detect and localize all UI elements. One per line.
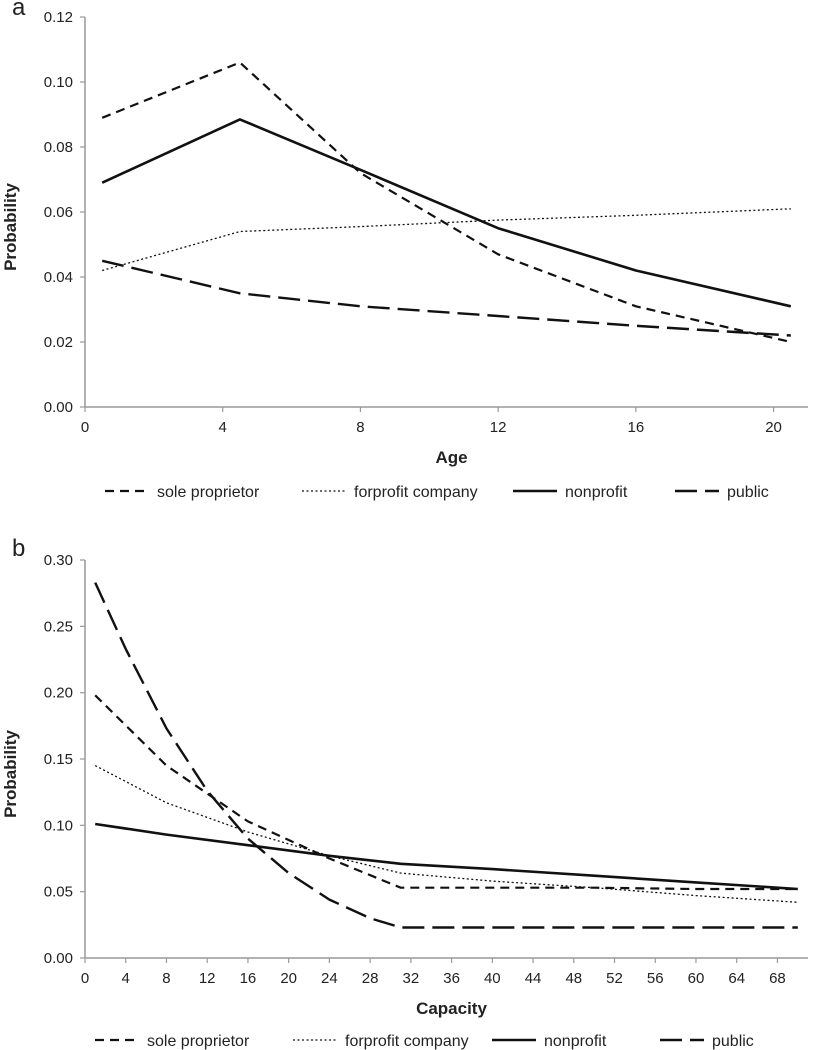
series-line-nonprofit — [101, 118, 792, 308]
y-tick-label: 0.02 — [44, 334, 73, 351]
x-tick-label: 48 — [565, 970, 582, 987]
x-tick-label: 36 — [443, 970, 460, 987]
legend-label: sole proprietor — [157, 484, 260, 501]
x-tick-label: 56 — [647, 970, 664, 987]
y-axis-title: Probability — [1, 730, 20, 818]
x-tick-label: 64 — [728, 970, 745, 987]
y-tick-label: 0.08 — [44, 139, 73, 156]
y-tick-label: 0.06 — [44, 204, 73, 221]
x-tick-label: 8 — [162, 970, 170, 987]
y-tick-label: 0.15 — [44, 751, 73, 768]
x-tick-label: 28 — [362, 970, 379, 987]
y-tick-label: 0.05 — [44, 884, 73, 901]
legend-label: public — [727, 484, 769, 501]
y-tick-label: 0.20 — [44, 685, 73, 702]
series-line-public — [94, 582, 798, 929]
x-tick-label: 68 — [769, 970, 786, 987]
x-tick-label: 0 — [81, 419, 89, 436]
x-tick-label: 20 — [765, 419, 782, 436]
x-tick-label: 4 — [122, 970, 130, 987]
y-axis-title: Probability — [1, 183, 20, 271]
x-tick-label: 32 — [403, 970, 420, 987]
series-line-sole-proprietor — [94, 694, 798, 891]
x-tick-label: 52 — [606, 970, 623, 987]
x-tick-label: 16 — [628, 419, 645, 436]
x-tick-label: 44 — [525, 970, 542, 987]
chart-panel-a: a 0.00 0.02 0.04 0.06 0.08 0.10 0.12 0 4 8 12 16 20 Ag… — [1, 0, 808, 501]
y-tick-label: 0.25 — [44, 618, 73, 635]
x-tick-label: 16 — [240, 970, 257, 987]
y-tick-label: 0.30 — [44, 552, 73, 569]
chart-panel-b: b0.000.050.100.150.200.250.300 4 8 12 16 20 24… — [1, 535, 808, 1050]
y-tick-label: 0.12 — [44, 9, 73, 26]
legend-label: forprofit company — [354, 484, 478, 501]
series-line-sole-proprietor — [101, 61, 792, 344]
panel-letter-b: b — [12, 535, 25, 562]
legend-label: nonprofit — [565, 484, 628, 501]
legend: sole proprietor forprofit company nonprofi… — [95, 1033, 754, 1050]
x-tick-label: 24 — [321, 970, 338, 987]
y-tick-label: 0.10 — [44, 74, 73, 91]
x-tick-label: 4 — [219, 419, 227, 436]
x-tick-label: 12 — [199, 970, 216, 987]
y-tick-label: 0.10 — [44, 817, 73, 834]
series-line-forprofit-company — [102, 208, 791, 272]
x-tick-label: 40 — [484, 970, 501, 987]
x-tick-label: 20 — [280, 970, 297, 987]
legend-label: public — [712, 1033, 754, 1050]
legend-label: nonprofit — [544, 1033, 607, 1050]
series-line-forprofit-company — [94, 765, 798, 903]
legend-label: forprofit company — [345, 1033, 469, 1050]
x-axis-title: Capacity — [416, 999, 487, 1018]
x-tick-label: 8 — [356, 419, 364, 436]
series-line-nonprofit — [95, 822, 798, 891]
x-tick-label: 0 — [81, 970, 89, 987]
x-tick-label: 60 — [688, 970, 705, 987]
panel-letter-a: a — [12, 0, 26, 21]
x-axis-title: Age — [435, 448, 467, 467]
y-tick-label: 0.04 — [44, 269, 73, 286]
y-tick-label: 0.00 — [44, 399, 73, 416]
series-line-public — [101, 259, 791, 337]
y-tick-label: 0.00 — [44, 950, 73, 967]
legend-label: sole proprietor — [147, 1033, 250, 1050]
legend: sole proprietor forprofit company nonprofi… — [105, 484, 769, 501]
x-tick-label: 12 — [490, 419, 507, 436]
